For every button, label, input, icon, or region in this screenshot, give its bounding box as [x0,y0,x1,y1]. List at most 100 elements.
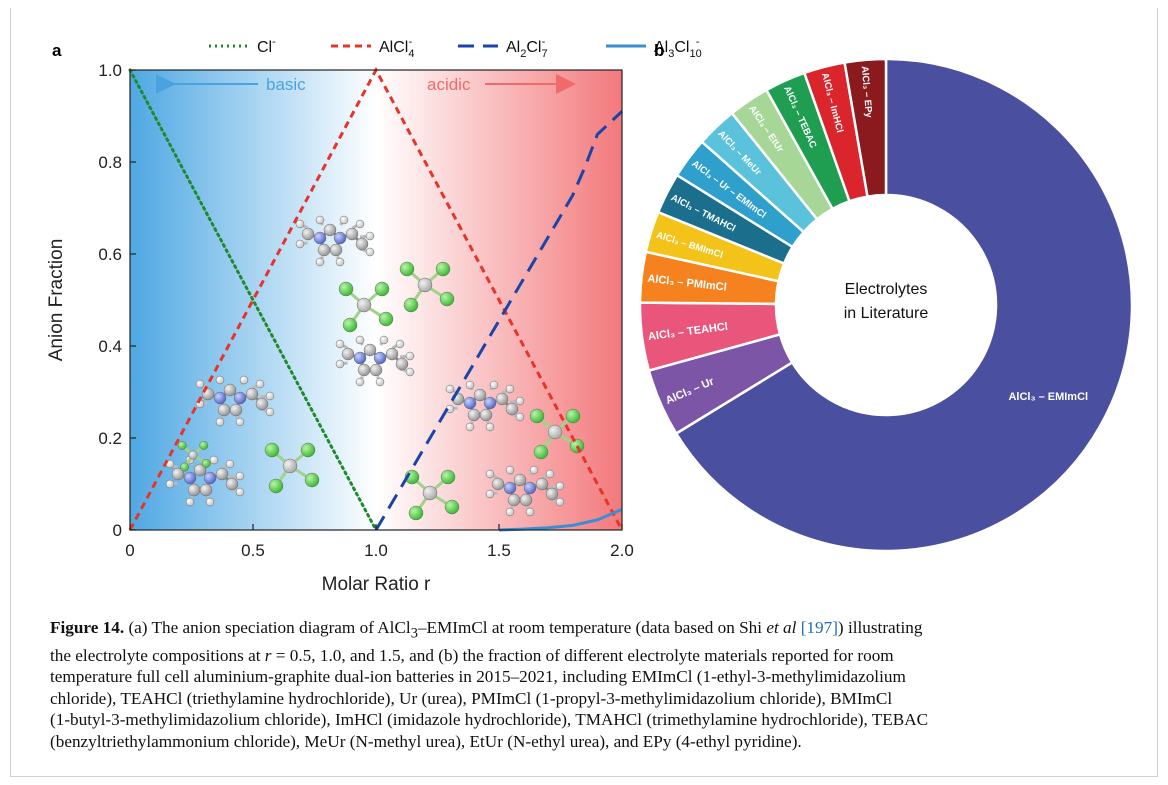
atom-c-icon [193,463,207,477]
caption-variable: r [264,645,272,665]
atom-h-icon [529,465,539,475]
atom-h-icon [375,377,385,387]
caption-text: (a) The anion speciation diagram of AlCl [128,618,411,637]
atom-h-icon [515,396,525,406]
acidic-label: acidic [427,75,471,94]
atom-c-icon [171,467,185,481]
legend-entry: AlCl4- [379,36,414,60]
atom-n-icon [523,481,537,495]
atom-h-icon [405,367,415,377]
atom-h-icon [215,417,225,427]
legend: Cl- AlCl4- Al2Cl7- Al3Cl10- [209,36,702,60]
donut-center-label-line-1: Electrolytes [845,281,928,298]
atom-cl-icon [565,408,581,424]
atom-c-icon [329,243,343,257]
atom-h-icon [555,481,565,491]
atom-h-icon [545,469,555,479]
atom-h-icon [355,377,365,387]
x-axis-label: Molar Ratio r [322,574,431,595]
series-line-2 [374,110,624,531]
donut-center-label-line-2: in Literature [844,305,929,322]
x-tick-label: 1.5 [487,541,511,560]
atom-n-icon [463,396,477,410]
atom-n-icon [373,351,387,365]
caption-italic: et al [766,618,797,637]
legend-entry: Al3Cl10- [654,36,702,60]
atom-n-icon [313,231,327,245]
caption-line-6: (benzyltriethylammonium chloride), MeUr … [50,731,802,751]
atom-h-icon [525,507,535,517]
atom-c-icon [229,403,243,417]
atom-cl-icon [199,440,209,450]
atom-c-icon [513,473,527,487]
atom-cl-icon [180,462,190,472]
atom-h-icon [355,219,365,229]
atom-c-icon [223,383,237,397]
atom-c-icon [363,343,377,357]
atom-al-icon [417,277,433,293]
atom-h-icon [295,239,305,249]
caption-reference-link[interactable]: [197] [800,618,838,637]
atom-h-icon [205,497,215,507]
atom-c-icon [473,388,487,402]
y-tick-label: 0.6 [98,245,122,264]
atom-h-icon [555,497,565,507]
atom-cl-icon [304,472,320,488]
series-line-0 [128,68,378,532]
atom-h-icon [185,497,195,507]
atom-cl-icon [399,261,415,277]
atom-n-icon [203,471,217,485]
atom-h-icon [395,339,405,349]
caption-text: –EMImCl at room temperature (data based … [417,618,767,637]
atom-n-icon [353,351,367,365]
atom-h-icon [265,407,275,417]
atom-c-icon [341,347,355,361]
atom-h-icon [209,455,219,465]
atom-c-icon [495,392,509,406]
atom-cl-icon [177,440,187,450]
atom-c-icon [519,493,533,507]
y-tick-label: 1.0 [98,61,122,80]
y-tick-label: 0 [113,521,122,540]
basic-label: basic [266,75,306,94]
atom-c-icon [505,402,519,416]
atom-h-icon [405,351,415,361]
atom-h-icon [335,257,345,267]
y-axis-label: Anion Fraction [46,239,67,362]
atom-c-icon [385,347,399,361]
figure-caption: Figure 14. (a) The anion speciation diag… [50,617,1130,752]
atom-c-icon [217,403,231,417]
caption-line-5: (1-butyl-3-methylimidazolium chloride), … [50,710,929,730]
atom-c-icon [255,397,269,411]
atom-c-icon [301,227,315,241]
atom-c-icon [245,387,259,401]
panel-b-label: b [654,41,664,60]
x-tick-label: 0.5 [241,541,265,560]
x-tick-label: 0 [125,541,134,560]
molecule-illustrations [165,215,585,521]
y-tick-label: 0.8 [98,153,122,172]
atom-h-icon [505,465,515,475]
x-tick-label: 1.0 [364,541,388,560]
atom-h-icon [195,379,205,389]
atom-c-icon [357,363,371,377]
atom-cl-icon [338,281,354,297]
atom-cl-icon [378,311,394,327]
caption-line-1: Figure 14. (a) The anion speciation diag… [50,617,1130,645]
atom-c-icon [345,227,359,241]
atom-al-icon [282,458,298,474]
atom-n-icon [503,481,517,495]
atom-al-icon [422,485,438,501]
atom-h-icon [235,487,245,497]
atom-c-icon [491,477,505,491]
atom-h-icon [485,469,495,479]
atom-h-icon [489,380,499,390]
atom-cl-icon [439,291,455,307]
atom-c-icon [355,237,369,251]
atom-h-icon [165,479,175,489]
caption-line-4: chloride), TEAHCl (triethylamine hydroch… [50,688,893,708]
atom-c-icon [395,357,409,371]
atom-c-icon [323,223,337,237]
y-tick-label: 0.2 [98,429,122,448]
